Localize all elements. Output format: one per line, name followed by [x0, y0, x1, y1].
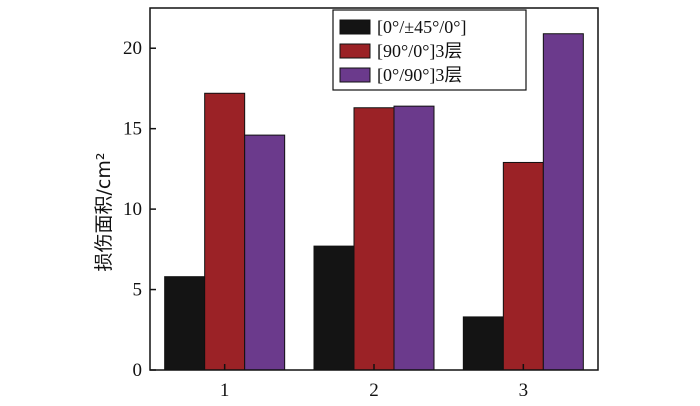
- legend-swatch-3: [339, 67, 371, 83]
- x-tick-label-1: 2: [369, 380, 379, 401]
- y-tick-label-1: 5: [133, 280, 143, 301]
- bar-series-1-cat-1: [164, 276, 206, 371]
- legend-swatch-2: [339, 43, 371, 59]
- bar-series-3-cat-1: [244, 134, 286, 371]
- bar-series-1-cat-3: [462, 316, 504, 371]
- legend-label-3: [0°/90°]3层: [377, 65, 462, 85]
- bar-series-2-cat-2: [353, 107, 395, 371]
- y-tick-label-2: 10: [123, 199, 142, 220]
- bar-series-3-cat-2: [393, 105, 435, 371]
- x-tick-label-0: 1: [220, 380, 230, 401]
- bar-series-2-cat-1: [204, 92, 246, 371]
- y-axis-title: 损伤面积/cm²: [93, 153, 115, 272]
- legend: [0°/±45°/0°] [90°/0°]3层 [0°/90°]3层: [332, 9, 527, 91]
- y-tick-label-4: 20: [123, 38, 142, 59]
- y-tick-label-3: 15: [123, 119, 142, 140]
- legend-label-2: [90°/0°]3层: [377, 41, 462, 61]
- x-tick-label-2: 3: [519, 380, 529, 401]
- legend-swatch-1: [339, 19, 371, 35]
- x-axis-ticks: 1 2 3: [220, 364, 528, 401]
- y-tick-label-0: 0: [133, 360, 143, 381]
- bar-series-3-cat-3: [542, 33, 584, 371]
- bars-group: [164, 33, 584, 371]
- bar-series-2-cat-3: [502, 161, 544, 371]
- legend-label-1: [0°/±45°/0°]: [377, 17, 466, 37]
- bar-series-1-cat-2: [313, 245, 355, 371]
- y-axis-ticks: 0 5 10 15 20: [123, 38, 156, 381]
